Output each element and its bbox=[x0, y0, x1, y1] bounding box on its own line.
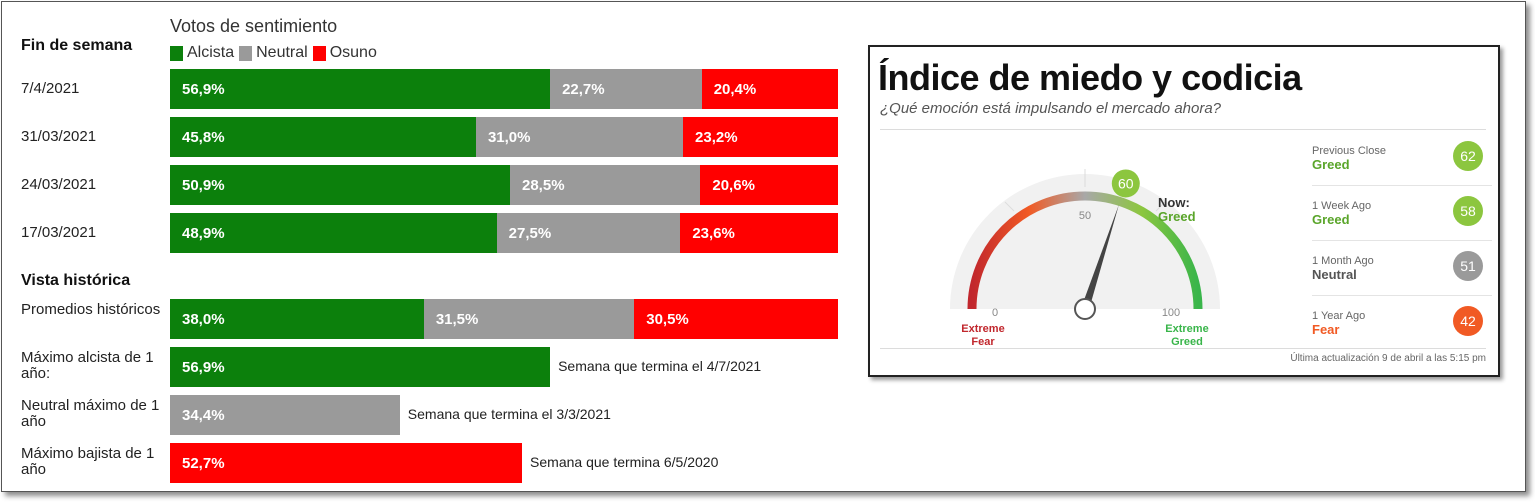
bar-row: 45,8% 31,0% 23,2% bbox=[170, 117, 838, 157]
gauge-tick-75 bbox=[1155, 201, 1166, 212]
bar-segment-osuno: 30,5% bbox=[634, 299, 838, 339]
bar-note: Semana que termina el 3/3/2021 bbox=[407, 406, 611, 422]
sentiment-legend: Alcista Neutral Osuno bbox=[170, 44, 382, 62]
history-item: 1 Year Ago Fear 42 bbox=[1312, 304, 1483, 358]
history-item: 1 Week Ago Greed 58 bbox=[1312, 194, 1483, 248]
row-label: 7/4/2021 bbox=[21, 80, 80, 97]
gauge-extreme-fear-label-2: Fear bbox=[971, 336, 995, 348]
row-label: Máximo alcista de 1 año: bbox=[21, 349, 154, 382]
bar-row: 34,4% bbox=[170, 395, 838, 435]
history-status: Fear bbox=[1312, 322, 1340, 337]
gauge-now-status: Greed bbox=[1158, 209, 1196, 224]
fear-greed-panel: Índice de miedo y codicia ¿Qué emoción e… bbox=[868, 45, 1500, 377]
bar-note: Semana que termina 6/5/2020 bbox=[530, 454, 719, 470]
bar-segment-neutral: 34,4% bbox=[170, 395, 400, 435]
history-value-badge: 42 bbox=[1453, 306, 1483, 336]
bar-segment-alcista: 45,8% bbox=[170, 117, 476, 157]
legend-label-neutral: Neutral bbox=[256, 44, 308, 61]
gauge-tick-label-100: 100 bbox=[1162, 307, 1180, 319]
history-item: Previous Close Greed 62 bbox=[1312, 139, 1483, 193]
gauge-tick-25 bbox=[1004, 201, 1015, 212]
history-period: 1 Month Ago bbox=[1312, 255, 1374, 267]
fear-greed-top-divider bbox=[880, 129, 1486, 130]
bar-segment-neutral: 22,7% bbox=[550, 69, 702, 109]
bar-row: 38,0% 31,5% 30,5% bbox=[170, 299, 838, 339]
history-status: Neutral bbox=[1312, 267, 1357, 282]
legend-item-alcista: Alcista bbox=[170, 44, 234, 62]
bar-segment-neutral: 31,5% bbox=[423, 299, 635, 339]
legend-swatch-osuno bbox=[312, 45, 326, 61]
history-period: 1 Week Ago bbox=[1312, 200, 1372, 212]
gauge-arc bbox=[967, 191, 1203, 310]
gauge-tick-label-0: 0 bbox=[992, 307, 998, 319]
fear-greed-subtitle: ¿Qué emoción está impulsando el mercado … bbox=[880, 100, 1222, 117]
row-label: 24/03/2021 bbox=[21, 176, 97, 193]
gauge-tick-label-50: 50 bbox=[1079, 210, 1091, 222]
legend-label-osuno: Osuno bbox=[329, 44, 377, 61]
history-item: 1 Month Ago Neutral 51 bbox=[1312, 249, 1483, 303]
fear-greed-updated: Última actualización 9 de abril a las 5:… bbox=[1290, 353, 1486, 364]
bar-row: 56,9% bbox=[170, 347, 838, 387]
history-period: Previous Close bbox=[1312, 145, 1386, 157]
section-title-weekend: Fin de semana bbox=[21, 37, 133, 54]
bar-row: 56,9% 22,7% 20,4% bbox=[170, 69, 838, 109]
gauge-value-badge bbox=[1111, 169, 1140, 198]
gauge-extreme-greed-label-2: Greed bbox=[1171, 336, 1203, 348]
gauge-extreme-fear-label-1: Extreme bbox=[961, 323, 1004, 335]
history-period: 1 Year Ago bbox=[1312, 310, 1366, 322]
section-title-historical: Vista histórica bbox=[21, 272, 131, 289]
row-label: 17/03/2021 bbox=[21, 224, 97, 241]
bar-segment-neutral: 31,0% bbox=[475, 117, 684, 157]
bar-segment-osuno: 23,2% bbox=[683, 117, 838, 157]
bar-segment-neutral: 28,5% bbox=[510, 165, 701, 205]
bar-segment-osuno: 20,4% bbox=[701, 69, 838, 109]
gauge-now-label: Now: bbox=[1158, 195, 1190, 210]
bar-segment-osuno: 52,7% bbox=[170, 443, 523, 483]
row-label: Promedios históricos bbox=[21, 301, 161, 318]
gauge-background bbox=[950, 174, 1220, 309]
gauge-extreme-greed-label-1: Extreme bbox=[1165, 323, 1208, 335]
history-value-badge: 62 bbox=[1453, 141, 1483, 171]
legend-swatch-neutral bbox=[239, 45, 253, 61]
bar-segment-osuno: 23,6% bbox=[680, 213, 838, 253]
bar-segment-alcista: 38,0% bbox=[170, 299, 424, 339]
history-status: Greed bbox=[1312, 212, 1350, 227]
bar-segment-alcista: 50,9% bbox=[170, 165, 510, 205]
fear-greed-gauge: 50 0 100 Extreme Fear Extreme Greed 60 N… bbox=[950, 169, 1220, 348]
row-label: Neutral máximo de 1 año bbox=[21, 397, 160, 430]
bar-segment-alcista: 48,9% bbox=[170, 213, 497, 253]
bar-row: 50,9% 28,5% 20,6% bbox=[170, 165, 838, 205]
fear-greed-title: Índice de miedo y codicia bbox=[878, 57, 1302, 98]
bar-segment-alcista: 56,9% bbox=[170, 69, 551, 109]
bar-segment-osuno: 20,6% bbox=[700, 165, 838, 205]
history-divider bbox=[1312, 295, 1492, 296]
history-divider bbox=[1312, 240, 1492, 241]
row-label: Máximo bajista de 1 año bbox=[21, 445, 155, 478]
legend-swatch-alcista bbox=[170, 45, 183, 61]
history-value-badge: 51 bbox=[1453, 251, 1483, 281]
history-status: Greed bbox=[1312, 157, 1350, 172]
gauge-needle-hub bbox=[1074, 298, 1096, 320]
fear-greed-bottom-divider bbox=[880, 348, 1486, 349]
history-divider bbox=[1312, 185, 1492, 186]
legend-item-osuno: Osuno bbox=[312, 44, 377, 62]
bar-segment-neutral: 27,5% bbox=[496, 213, 681, 253]
gauge-value-text: 60 bbox=[1118, 175, 1134, 191]
gauge-needle bbox=[1081, 204, 1119, 311]
sentiment-chart-title: Votos de sentimiento bbox=[170, 16, 338, 36]
row-label: 31/03/2021 bbox=[21, 128, 97, 145]
bar-segment-alcista: 56,9% bbox=[170, 347, 551, 387]
legend-item-neutral: Neutral bbox=[239, 44, 308, 62]
bar-row: 52,7% bbox=[170, 443, 838, 483]
history-value-badge: 58 bbox=[1453, 196, 1483, 226]
bar-note: Semana que termina el 4/7/2021 bbox=[558, 358, 762, 374]
screenshot-frame: Votos de sentimiento Alcista Neutral Osu… bbox=[1, 1, 1526, 492]
bar-row: 48,9% 27,5% 23,6% bbox=[170, 213, 838, 253]
legend-label-alcista: Alcista bbox=[187, 44, 235, 61]
